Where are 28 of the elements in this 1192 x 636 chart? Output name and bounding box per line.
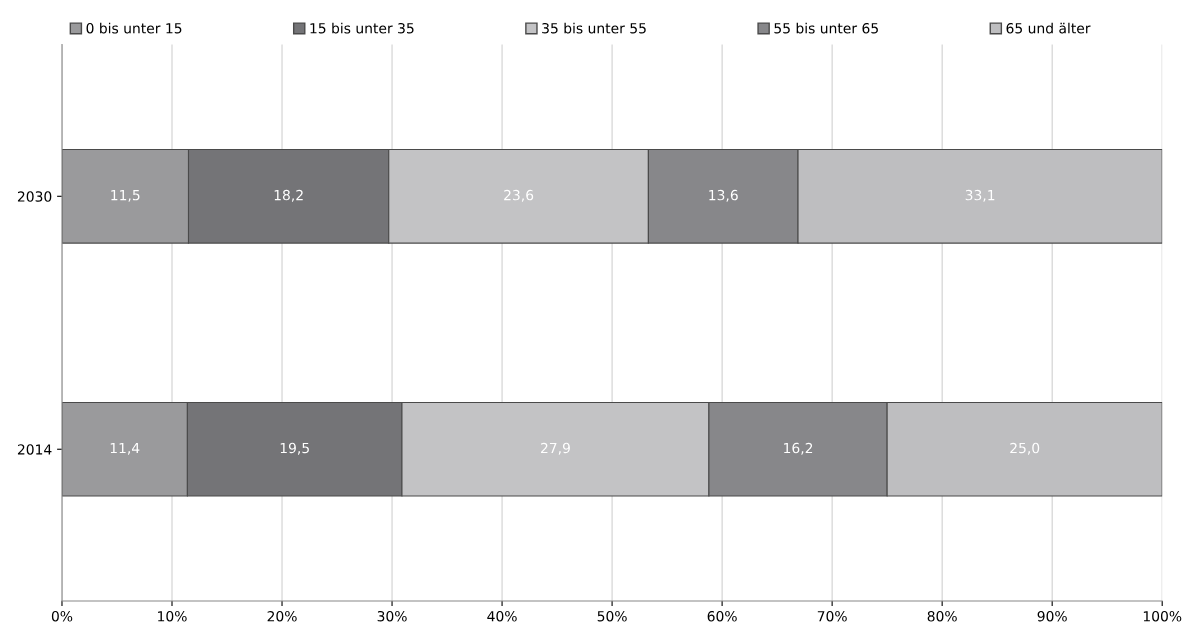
x-tick-label: 40% [487, 610, 517, 622]
legend-label: 15 bis unter 35 [310, 22, 414, 34]
data-label: 11,4 [110, 442, 140, 455]
legend-label: 65 und älter [1006, 22, 1091, 34]
x-tick-label: 70% [817, 610, 847, 622]
data-label: 11,5 [111, 190, 140, 202]
y-tick-label: 2014 [17, 444, 52, 455]
data-label: 33,1 [965, 189, 995, 202]
y-tick-label: 2030 [17, 191, 52, 202]
data-label: 27,9 [540, 442, 570, 455]
x-tick-label: 0% [51, 610, 73, 622]
x-tick-label: 100% [1143, 610, 1182, 622]
data-label: 18,2 [274, 189, 303, 202]
x-tick-label: 30% [377, 610, 407, 622]
legend-label: 0 bis unter 15 [86, 22, 182, 34]
legend-label: 35 bis unter 55 [542, 22, 646, 34]
x-tick-label: 90% [1037, 610, 1067, 622]
x-tick-label: 60% [707, 610, 737, 622]
data-label: 25,0 [1010, 442, 1040, 455]
data-label: 19,5 [280, 442, 309, 455]
legend-label: 55 bis unter 65 [774, 22, 878, 34]
x-tick-label: 10% [158, 610, 187, 622]
x-tick-label: 20% [267, 610, 297, 622]
x-tick-label: 80% [927, 610, 957, 622]
data-label: 23,6 [504, 189, 534, 202]
data-label: 13,6 [709, 189, 738, 202]
data-label: 16,2 [784, 442, 813, 455]
x-tick-label: 50% [597, 610, 627, 622]
